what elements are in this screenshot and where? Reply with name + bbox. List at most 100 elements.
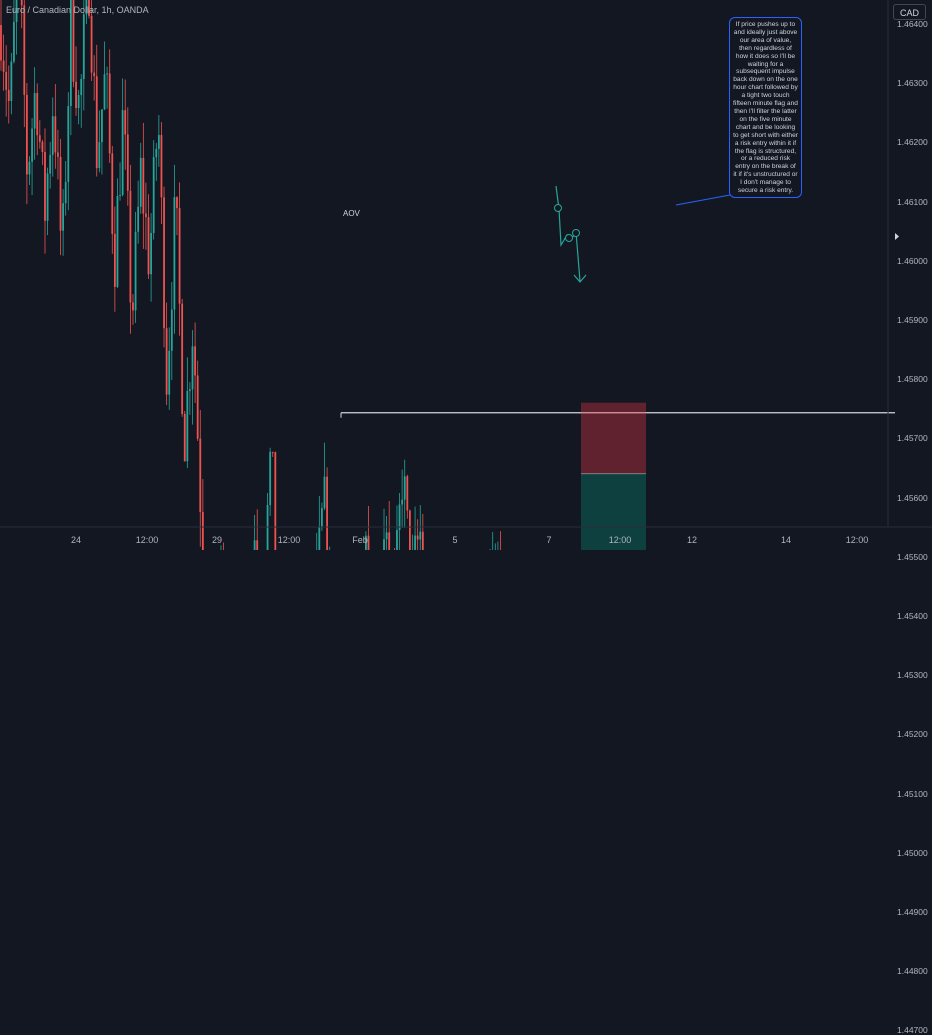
candle-body [364, 535, 367, 550]
candle-body [150, 232, 153, 275]
candles-group [0, 0, 501, 550]
candle-body [2, 60, 5, 72]
candle-body [199, 438, 202, 512]
aov-label: AOV [343, 209, 360, 218]
candle-body [326, 476, 328, 550]
currency-button[interactable]: CAD [893, 4, 926, 20]
trade-note[interactable]: If price pushes up to and ideally just a… [729, 17, 802, 198]
y-tick-label: 1.46400 [897, 19, 928, 29]
levels-group [340, 194, 895, 418]
candle-body [116, 196, 119, 287]
projection-point [565, 234, 573, 242]
candle-body [416, 535, 419, 540]
candle-body [191, 346, 194, 390]
candle-body [253, 540, 256, 550]
candle-body [108, 73, 111, 154]
stop-loss-zone [581, 402, 646, 474]
y-tick-label: 1.45800 [897, 374, 928, 385]
candle-body [126, 134, 129, 191]
candle-body [75, 81, 77, 109]
y-tick-label: 1.45300 [897, 670, 928, 681]
candle-body [385, 532, 388, 540]
candle-body [160, 135, 163, 198]
candle-body [93, 72, 96, 77]
candle-body [256, 540, 259, 550]
candle-body [189, 389, 191, 391]
candle-body [137, 206, 140, 232]
candle-body [318, 526, 321, 550]
candle-body [406, 476, 409, 511]
y-tick-label: 1.45000 [897, 847, 928, 858]
candle-body [101, 109, 103, 143]
symbol-title: Euro / Canadian Dollar, 1h, OANDA [6, 5, 149, 15]
candle-body [396, 530, 398, 550]
y-tick-label: 1.45700 [897, 433, 928, 444]
candle-body [145, 213, 147, 218]
candle-body [421, 531, 424, 550]
candle-body [23, 5, 26, 95]
y-tick-label: 1.46000 [897, 255, 928, 266]
candle-body [46, 173, 49, 221]
candle-body [28, 161, 31, 175]
candle-body [90, 15, 93, 73]
candle-body [152, 157, 155, 233]
candle-body [178, 208, 181, 304]
candle-body [124, 110, 127, 135]
candle-body [88, 0, 90, 16]
candle-body [7, 89, 10, 101]
candle-body [186, 390, 189, 462]
note-connector-line [675, 194, 731, 206]
candle-body [170, 309, 173, 351]
candle-body [98, 142, 101, 169]
candle-body [25, 94, 28, 175]
candle-body [59, 156, 62, 231]
y-tick-label: 1.45500 [897, 551, 928, 562]
candle-body [269, 451, 272, 505]
candle-body [367, 535, 370, 550]
candle-body [119, 195, 121, 197]
candle-body [33, 93, 36, 129]
y-tick-label: 1.45200 [897, 729, 928, 740]
candle-body [106, 73, 109, 75]
projection-arrow-icon [573, 274, 587, 283]
candle-body [168, 350, 171, 395]
candle-body [388, 532, 391, 550]
candle-body [323, 476, 326, 509]
candle-body [49, 154, 52, 174]
candle-body [155, 148, 158, 158]
candle-body [398, 504, 401, 531]
candle-body [57, 152, 59, 157]
x-tick-label: 14 [780, 535, 792, 545]
y-tick-label: 1.44800 [897, 966, 928, 977]
candle-body [41, 141, 44, 153]
candle-body [194, 346, 196, 376]
x-tick-label: 12:00 [277, 535, 301, 545]
candle-body [51, 116, 54, 155]
candle-body [20, 0, 23, 6]
candle-body [13, 21, 15, 62]
candle-body [176, 197, 178, 209]
short-position-group [581, 402, 646, 550]
x-tick-label: 12 [686, 535, 698, 545]
candle-body [132, 302, 134, 311]
price-chart[interactable] [0, 0, 932, 550]
candle-body [414, 535, 416, 550]
x-tick-label: 24 [70, 535, 82, 545]
candle-body [82, 14, 85, 79]
candle-body [173, 197, 176, 310]
y-tick-label: 1.44900 [897, 907, 928, 917]
candle-body [196, 375, 199, 439]
candle-body [103, 74, 106, 110]
candle-body [38, 135, 41, 142]
y-tick-label: 1.45100 [897, 788, 928, 799]
candle-body [419, 531, 422, 540]
price-marker-icon [895, 233, 899, 240]
candle-body [271, 451, 274, 453]
candle-body [5, 71, 8, 90]
candle-body [201, 511, 204, 550]
projection-group [554, 185, 587, 283]
candle-body [31, 128, 33, 162]
candle-body [77, 95, 80, 109]
y-tick-label: 1.45600 [897, 492, 928, 503]
candle-body [54, 116, 57, 153]
